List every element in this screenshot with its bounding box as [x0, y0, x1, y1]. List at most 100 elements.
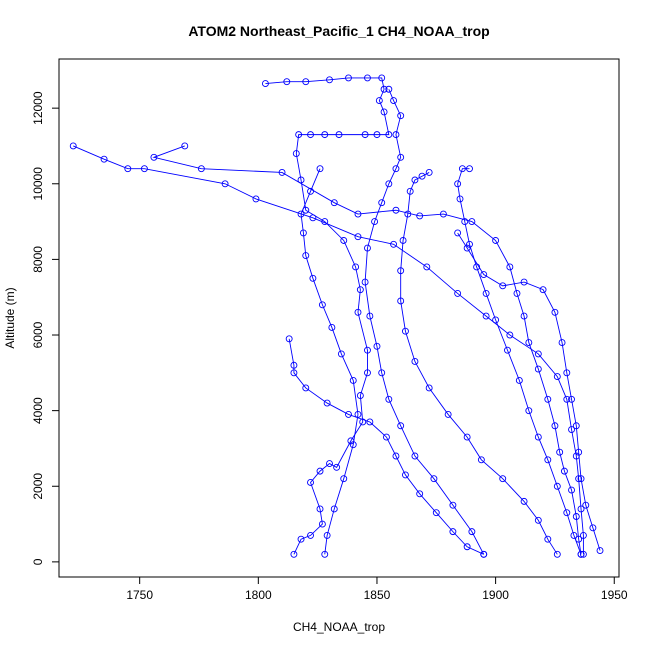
data-point [416, 212, 424, 220]
series-layer [69, 74, 604, 558]
data-point [316, 165, 324, 173]
data-point [534, 516, 542, 524]
data-point [579, 531, 587, 539]
data-point [378, 199, 386, 207]
data-point [411, 452, 419, 460]
data-point [307, 531, 314, 539]
data-point [397, 297, 405, 305]
data-point [380, 108, 388, 116]
data-point [582, 501, 590, 509]
data-point [563, 509, 571, 517]
data-point [323, 399, 331, 407]
data-point [520, 278, 528, 286]
data-point [371, 218, 379, 226]
data-point [354, 210, 362, 218]
data-point [425, 168, 433, 176]
series-line [265, 77, 390, 555]
data-point [458, 165, 466, 173]
data-point [364, 244, 371, 252]
data-point [401, 471, 409, 479]
series-line [364, 89, 485, 555]
data-point [354, 410, 362, 418]
data-point [513, 289, 521, 297]
data-point [390, 240, 398, 248]
data-point [385, 395, 393, 403]
x-tick-label: 1800 [245, 588, 272, 602]
data-point [461, 218, 469, 226]
data-point [364, 346, 371, 354]
data-point [432, 509, 440, 517]
data-point [406, 187, 414, 195]
data-point [568, 486, 575, 494]
data-point [307, 187, 314, 195]
y-tick-label: 12000 [31, 91, 45, 125]
data-point [454, 180, 462, 188]
data-point [290, 550, 298, 558]
data-point [290, 369, 298, 377]
data-point [335, 131, 343, 139]
data-point [378, 74, 386, 82]
data-point [295, 131, 303, 139]
data-point [553, 482, 561, 490]
data-point [466, 240, 473, 248]
data-point [477, 456, 485, 464]
data-point [480, 271, 488, 278]
series-5 [454, 229, 604, 554]
data-point [397, 112, 405, 120]
data-point [425, 384, 433, 392]
data-point [520, 312, 528, 320]
data-point [302, 78, 310, 86]
y-tick-label: 10000 [31, 167, 45, 201]
data-point [423, 263, 431, 271]
series-3 [397, 168, 561, 558]
data-point [197, 165, 205, 173]
data-point [333, 463, 341, 471]
data-point [373, 342, 381, 350]
data-point [366, 418, 374, 426]
data-point [361, 278, 369, 286]
data-point [309, 214, 317, 222]
data-point [577, 550, 585, 558]
data-point [349, 376, 357, 384]
data-point [492, 316, 500, 324]
data-point [302, 252, 310, 260]
data-point [297, 210, 305, 218]
data-point [454, 229, 462, 237]
data-point [534, 365, 542, 373]
data-point [321, 550, 329, 558]
data-point [385, 85, 393, 93]
data-point [551, 422, 559, 430]
data-point [397, 267, 405, 275]
data-point [492, 237, 500, 244]
data-point [520, 497, 528, 505]
data-point [544, 395, 552, 403]
data-point [385, 180, 393, 188]
data-point [361, 131, 369, 139]
data-point [392, 131, 400, 139]
data-point [299, 229, 307, 237]
data-point [318, 520, 326, 528]
x-tick-label: 1850 [364, 588, 391, 602]
data-point [596, 547, 604, 554]
data-point [544, 535, 552, 543]
data-point [577, 505, 585, 513]
y-tick-label: 8000 [31, 246, 45, 273]
data-point [340, 237, 348, 244]
data-point [506, 263, 514, 271]
data-point [397, 422, 405, 430]
x-axis: 1750 1800 1850 1900 1950 [126, 576, 628, 602]
y-tick-label: 0 [31, 558, 45, 565]
data-point [292, 150, 300, 157]
data-point [560, 467, 568, 475]
data-point [354, 308, 362, 316]
data-point [468, 218, 476, 226]
data-point [323, 531, 331, 539]
data-point [463, 244, 471, 252]
data-point [359, 418, 367, 426]
data-point [506, 331, 514, 339]
data-point [345, 74, 352, 82]
data-point [221, 180, 229, 188]
series-6 [69, 142, 587, 558]
data-point [352, 263, 360, 271]
data-point [589, 524, 597, 532]
